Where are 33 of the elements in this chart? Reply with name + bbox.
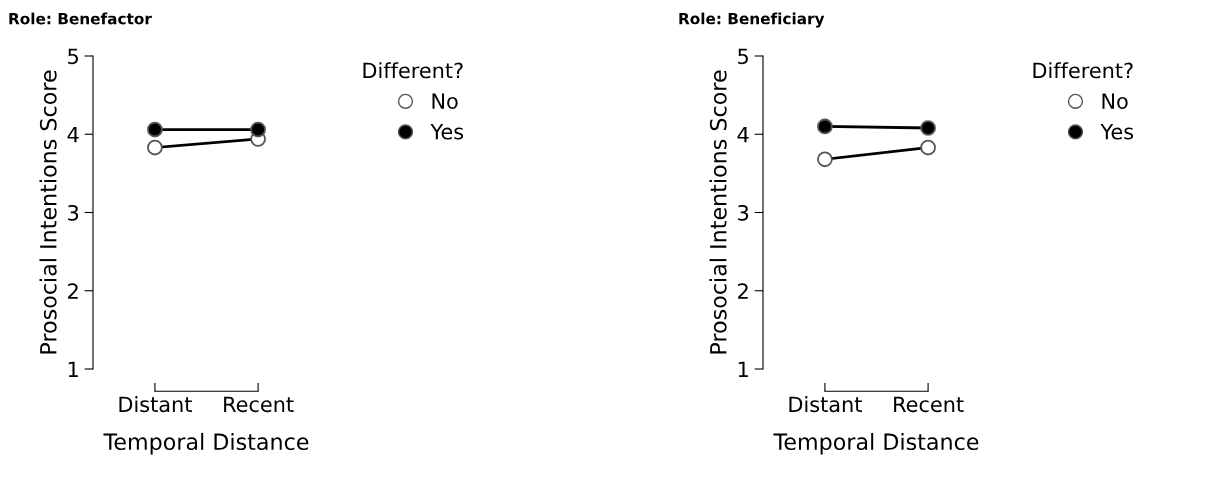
y-tick-label: 3 — [68, 204, 79, 221]
point — [147, 139, 163, 156]
legend-label: No — [432, 93, 458, 109]
point — [920, 139, 936, 156]
x-axis-title: Temporal Distance — [103, 432, 309, 455]
x-tick-label: Distant — [789, 396, 862, 413]
y-tick-label: 1 — [68, 361, 78, 377]
legend-title: Different? — [363, 62, 463, 79]
legend-label: Yes — [1100, 124, 1134, 140]
y-tick-label: 2 — [68, 283, 78, 299]
chart-title: Role: Benefactor — [9, 12, 152, 25]
point — [250, 121, 266, 138]
chart-title: Role: Beneficiary — [679, 12, 825, 28]
point — [817, 151, 833, 168]
legend-label: No — [1102, 93, 1128, 109]
y-axis-title: Prosocial Intentions Score — [39, 70, 57, 354]
y-tick-label: 5 — [68, 48, 78, 65]
x-tick-label: Recent — [224, 396, 294, 413]
y-tick-label: 3 — [738, 204, 749, 221]
x-tick-label: Distant — [119, 396, 192, 413]
y-tick-label: 2 — [738, 283, 748, 299]
y-tick-label: 4 — [737, 126, 749, 143]
y-axis-title: Prosocial Intentions Score — [709, 70, 727, 354]
y-tick-label: 1 — [738, 361, 748, 377]
point — [147, 121, 163, 138]
point — [920, 120, 936, 136]
x-tick-label: Recent — [894, 396, 964, 413]
legend-title: Different? — [1033, 62, 1133, 79]
legend-label: Yes — [430, 124, 464, 140]
y-tick-label: 5 — [738, 48, 748, 65]
point — [817, 118, 833, 135]
x-axis-title: Temporal Distance — [773, 432, 979, 455]
y-tick-label: 4 — [67, 126, 79, 143]
